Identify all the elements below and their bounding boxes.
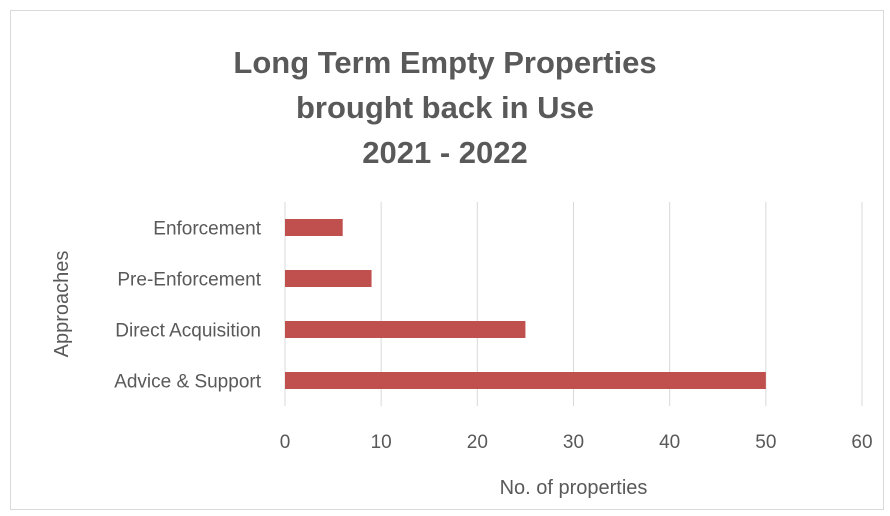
y-tick-label: Direct Acquisition bbox=[115, 321, 261, 342]
x-tick-label: 30 bbox=[563, 432, 584, 453]
x-tick-label: 40 bbox=[659, 432, 680, 453]
chart-title-line-2: brought back in Use bbox=[296, 90, 594, 125]
y-tick-label: Enforcement bbox=[153, 219, 261, 240]
y-tick-label: Advice & Support bbox=[114, 372, 262, 393]
x-tick-label: 60 bbox=[851, 432, 872, 453]
chart-title: Long Term Empty Properties brought back … bbox=[0, 40, 890, 175]
y-axis-title: Approaches bbox=[51, 251, 73, 358]
x-tick-label: 50 bbox=[755, 432, 776, 453]
chart-frame bbox=[10, 10, 884, 510]
x-tick-label: 10 bbox=[371, 432, 392, 453]
x-tick-label: 0 bbox=[280, 432, 291, 453]
bar bbox=[285, 219, 343, 236]
bars bbox=[285, 219, 766, 389]
y-tick-labels: Enforcement Pre-Enforcement Direct Acquisi… bbox=[114, 219, 262, 393]
bar bbox=[285, 372, 766, 389]
chart-title-line-1: Long Term Empty Properties bbox=[233, 45, 657, 80]
y-tick-label: Pre-Enforcement bbox=[117, 270, 261, 291]
chart-title-line-3: 2021 - 2022 bbox=[362, 135, 528, 170]
bar bbox=[285, 270, 372, 287]
x-axis-title: No. of properties bbox=[500, 477, 648, 499]
x-tick-label: 20 bbox=[467, 432, 488, 453]
bar bbox=[285, 321, 526, 338]
x-tick-labels: 0 10 20 30 40 50 60 bbox=[280, 432, 873, 453]
